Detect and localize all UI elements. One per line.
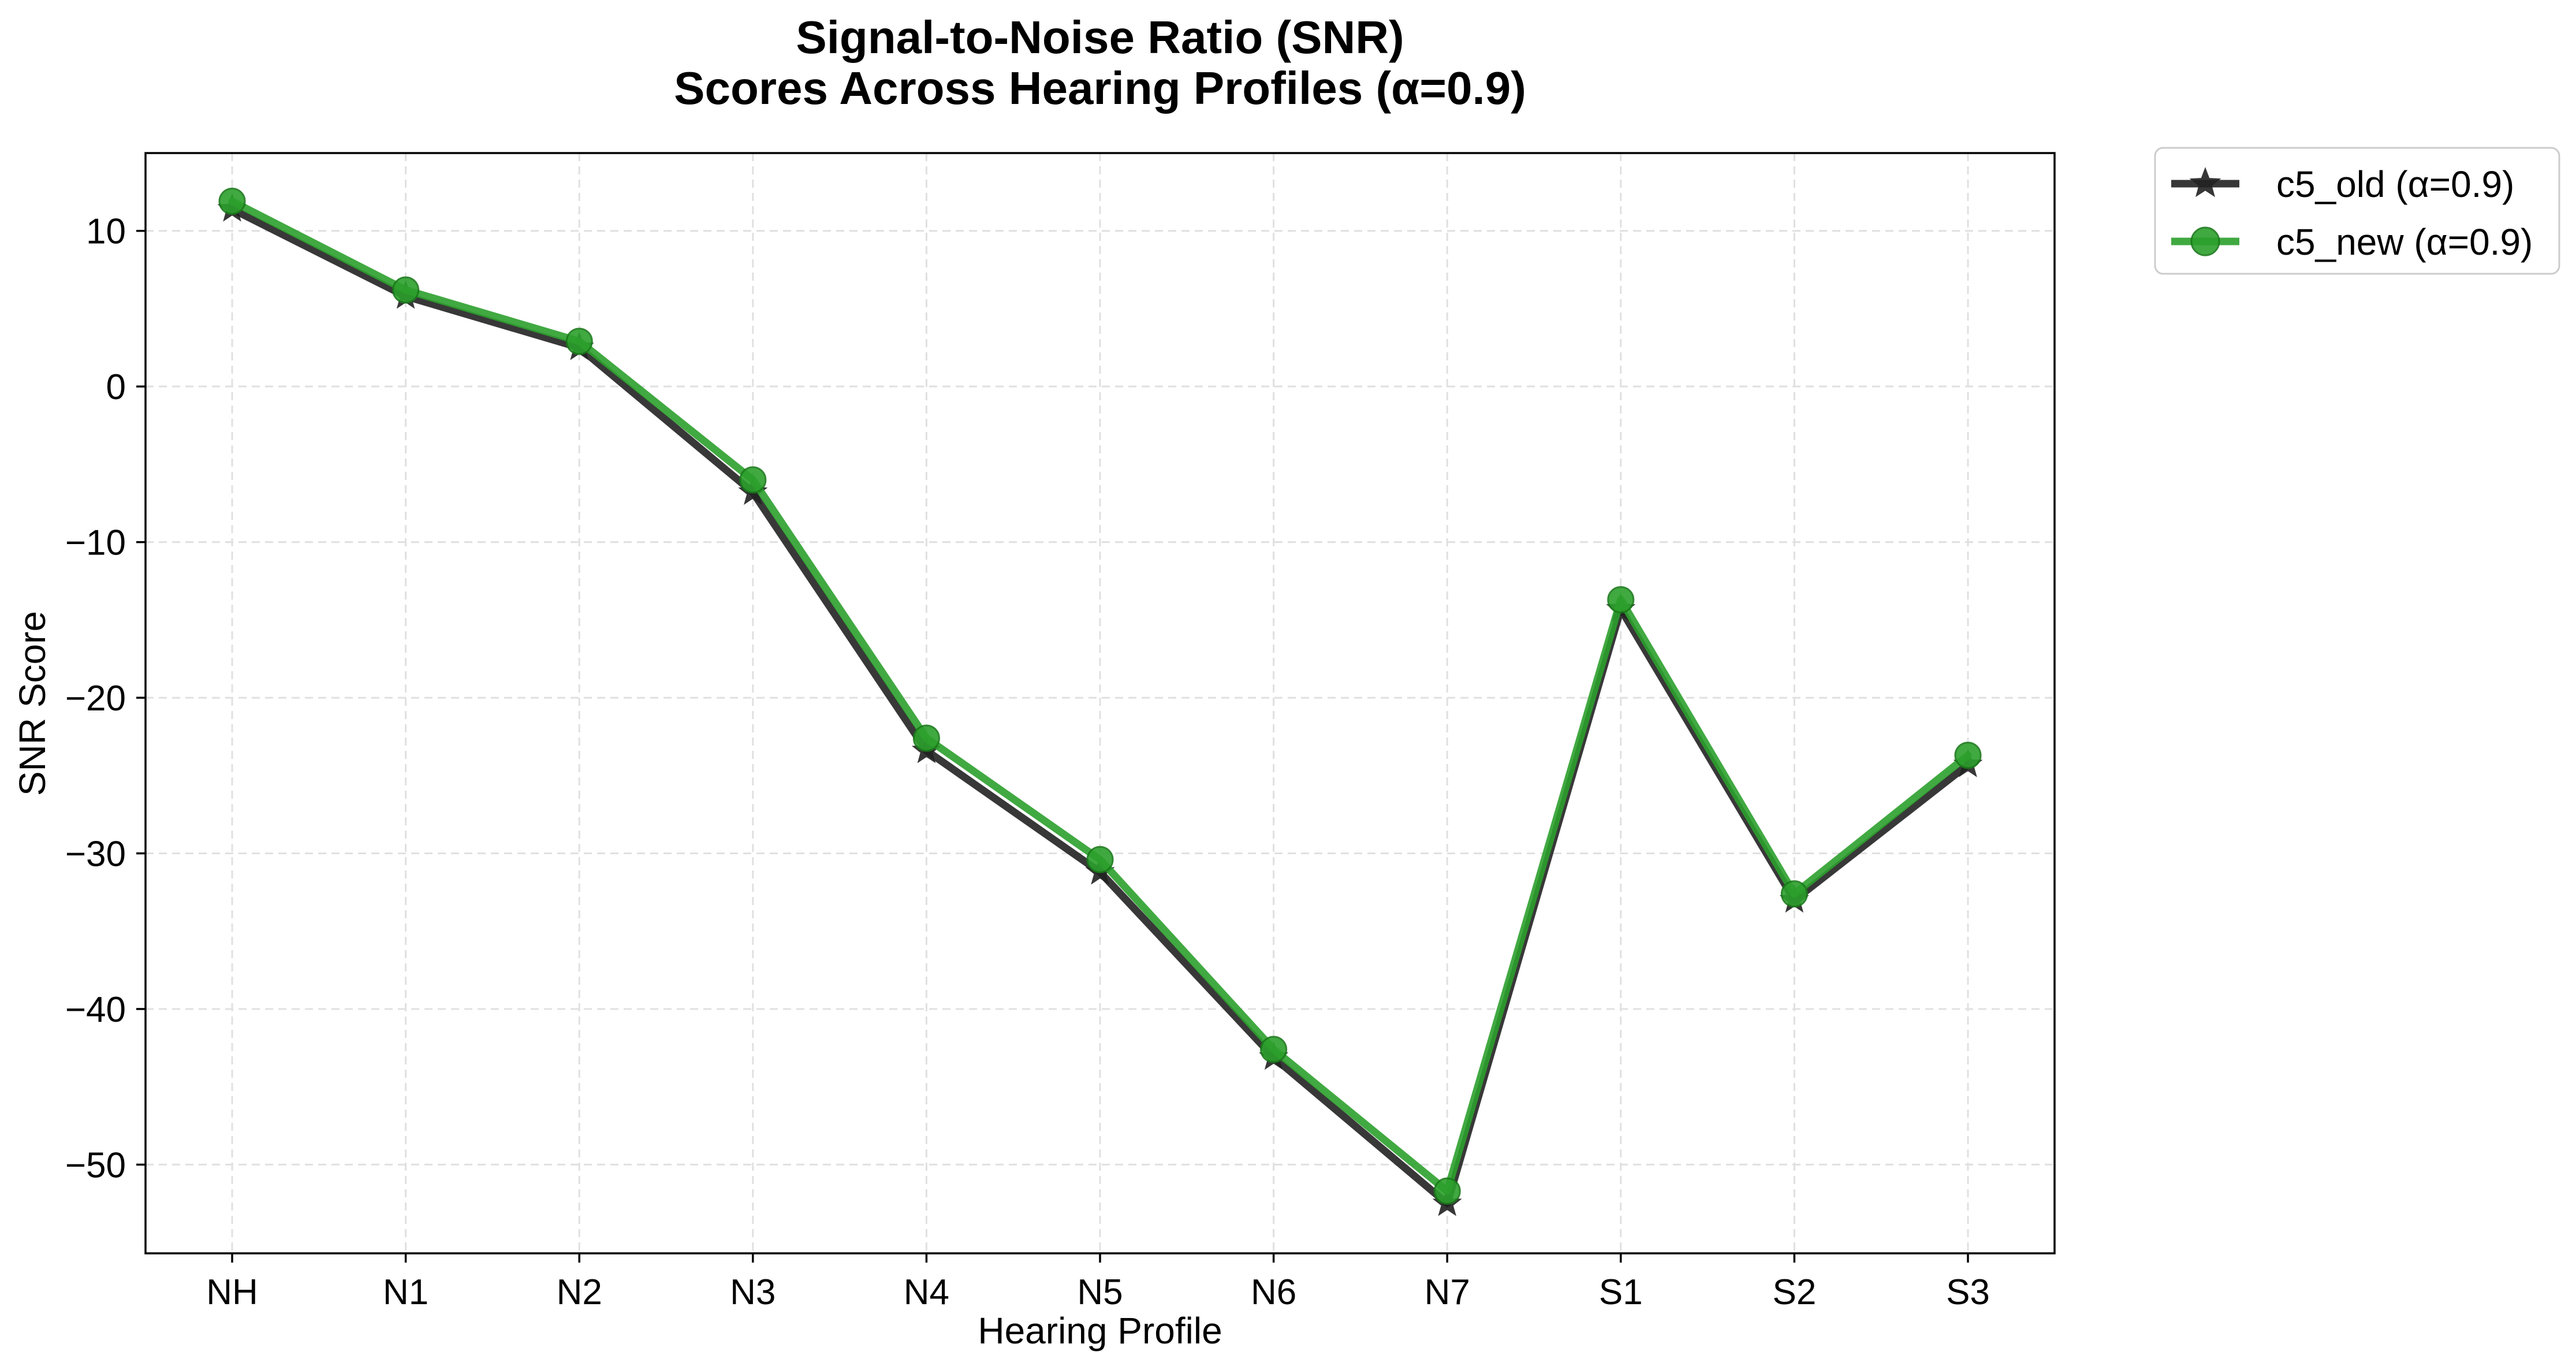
legend-label-1: c5_old (α=0.9) xyxy=(2276,163,2514,205)
series-layer xyxy=(217,188,1983,1216)
series-2-point xyxy=(565,327,593,355)
x-tick-label: N1 xyxy=(383,1272,428,1312)
series-2-point xyxy=(392,276,420,304)
y-axis-ticks: 10 0 −10 −20 −30 −40 −50 xyxy=(65,212,146,1185)
y-tick-label: 10 xyxy=(86,212,126,252)
legend-frame xyxy=(2154,147,2560,275)
y-tick-label: −50 xyxy=(65,1145,126,1185)
x-tick-label: NH xyxy=(206,1272,258,1312)
series-2-point xyxy=(1433,1177,1461,1205)
x-tick-label: N7 xyxy=(1425,1272,1470,1312)
y-tick-label: −10 xyxy=(65,523,126,563)
x-tick-label: N6 xyxy=(1251,1272,1296,1312)
x-tick-label: N4 xyxy=(904,1272,949,1312)
grid-lines xyxy=(146,153,2055,1253)
y-tick-label: −20 xyxy=(65,679,126,718)
y-tick-label: −30 xyxy=(65,835,126,874)
x-axis-ticks: NH N1 N2 N3 N4 N5 N6 N7 S1 S2 S3 xyxy=(206,1253,1990,1312)
legend-marker-2 xyxy=(2190,226,2220,256)
series-2-point xyxy=(1954,742,1982,769)
series-2-point xyxy=(739,466,767,494)
x-tick-label: N5 xyxy=(1077,1272,1123,1312)
x-tick-label: S2 xyxy=(1772,1272,1816,1312)
y-axis-label: SNR Score xyxy=(12,611,53,796)
chart-title-line-1: Signal-to-Noise Ratio (SNR) xyxy=(796,12,1404,63)
series-2-point xyxy=(1607,586,1635,613)
chart-title-line-2: Scores Across Hearing Profiles (α=0.9) xyxy=(674,62,1526,114)
x-tick-label: N2 xyxy=(557,1272,602,1312)
series-2-point xyxy=(1086,846,1114,873)
x-tick-label: S3 xyxy=(1946,1272,1990,1312)
series-2-point xyxy=(912,724,940,752)
y-tick-label: −40 xyxy=(65,990,126,1030)
series-2-point xyxy=(1260,1036,1288,1063)
y-tick-label: 0 xyxy=(106,367,126,407)
x-axis-label: Hearing Profile xyxy=(978,1310,1222,1352)
legend: c5_old (α=0.9) c5_new (α=0.9) xyxy=(2154,147,2560,275)
x-tick-label: S1 xyxy=(1599,1272,1643,1312)
series-line-2 xyxy=(228,198,1972,1195)
legend-marker-1 xyxy=(2189,167,2221,198)
x-tick-label: N3 xyxy=(730,1272,776,1312)
series-2-point xyxy=(218,188,246,215)
legend-label-2: c5_new (α=0.9) xyxy=(2276,221,2533,263)
series-2-point xyxy=(1780,880,1808,908)
